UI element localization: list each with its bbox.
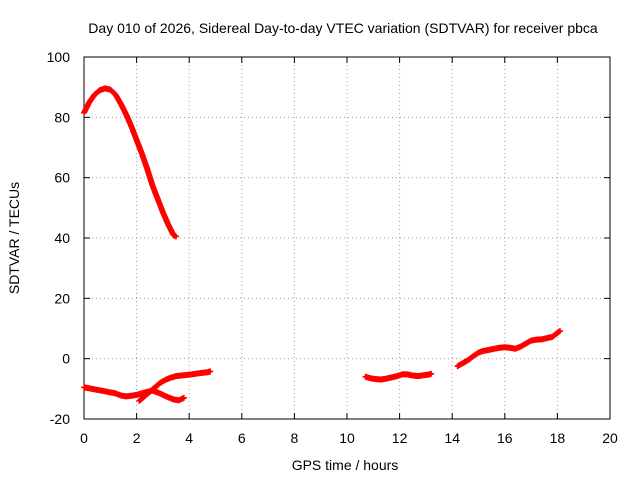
y-tick-label: 40 bbox=[54, 230, 70, 246]
y-tick-label: -20 bbox=[50, 411, 70, 427]
data-point-marker bbox=[173, 233, 180, 240]
y-tick-label: 20 bbox=[54, 290, 70, 306]
y-tick-label: 80 bbox=[54, 109, 70, 125]
x-tick-label: 8 bbox=[291, 430, 299, 446]
data-point-marker bbox=[180, 394, 187, 401]
data-point-marker bbox=[556, 328, 563, 335]
y-tick-label: 0 bbox=[62, 351, 70, 367]
series-arc-4 bbox=[362, 370, 435, 383]
y-tick-label: 100 bbox=[47, 49, 71, 65]
x-tick-label: 16 bbox=[497, 430, 513, 446]
x-tick-label: 4 bbox=[185, 430, 193, 446]
series-arc-5 bbox=[454, 327, 564, 370]
data-point-marker bbox=[207, 368, 214, 375]
series-arc-3 bbox=[136, 368, 214, 404]
x-tick-label: 18 bbox=[550, 430, 566, 446]
x-tick-label: 14 bbox=[444, 430, 460, 446]
x-tick-label: 20 bbox=[602, 430, 618, 446]
y-axis-label: SDTVAR / TECUs bbox=[6, 182, 22, 294]
grid-lines bbox=[84, 57, 610, 419]
series-arc-2 bbox=[81, 384, 187, 404]
x-tick-label: 2 bbox=[133, 430, 141, 446]
data-marks bbox=[81, 85, 564, 404]
y-tick-label: 60 bbox=[54, 170, 70, 186]
x-tick-label: 6 bbox=[238, 430, 246, 446]
axis-ticks bbox=[83, 56, 611, 420]
x-tick-label: 0 bbox=[80, 430, 88, 446]
plot-frame bbox=[83, 56, 611, 420]
data-point-marker bbox=[557, 327, 564, 334]
chart-title: Day 010 of 2026, Sidereal Day-to-day VTE… bbox=[88, 20, 598, 36]
data-point-marker bbox=[428, 370, 435, 377]
y-tick-labels: -20 0 20 40 60 80 100 bbox=[47, 49, 71, 427]
x-tick-label: 12 bbox=[392, 430, 408, 446]
x-tick-labels: 0 2 4 6 8 10 12 14 16 18 20 bbox=[80, 430, 618, 446]
x-tick-label: 10 bbox=[339, 430, 355, 446]
series-arc-1 bbox=[81, 85, 180, 240]
x-axis-label: GPS time / hours bbox=[292, 457, 399, 473]
